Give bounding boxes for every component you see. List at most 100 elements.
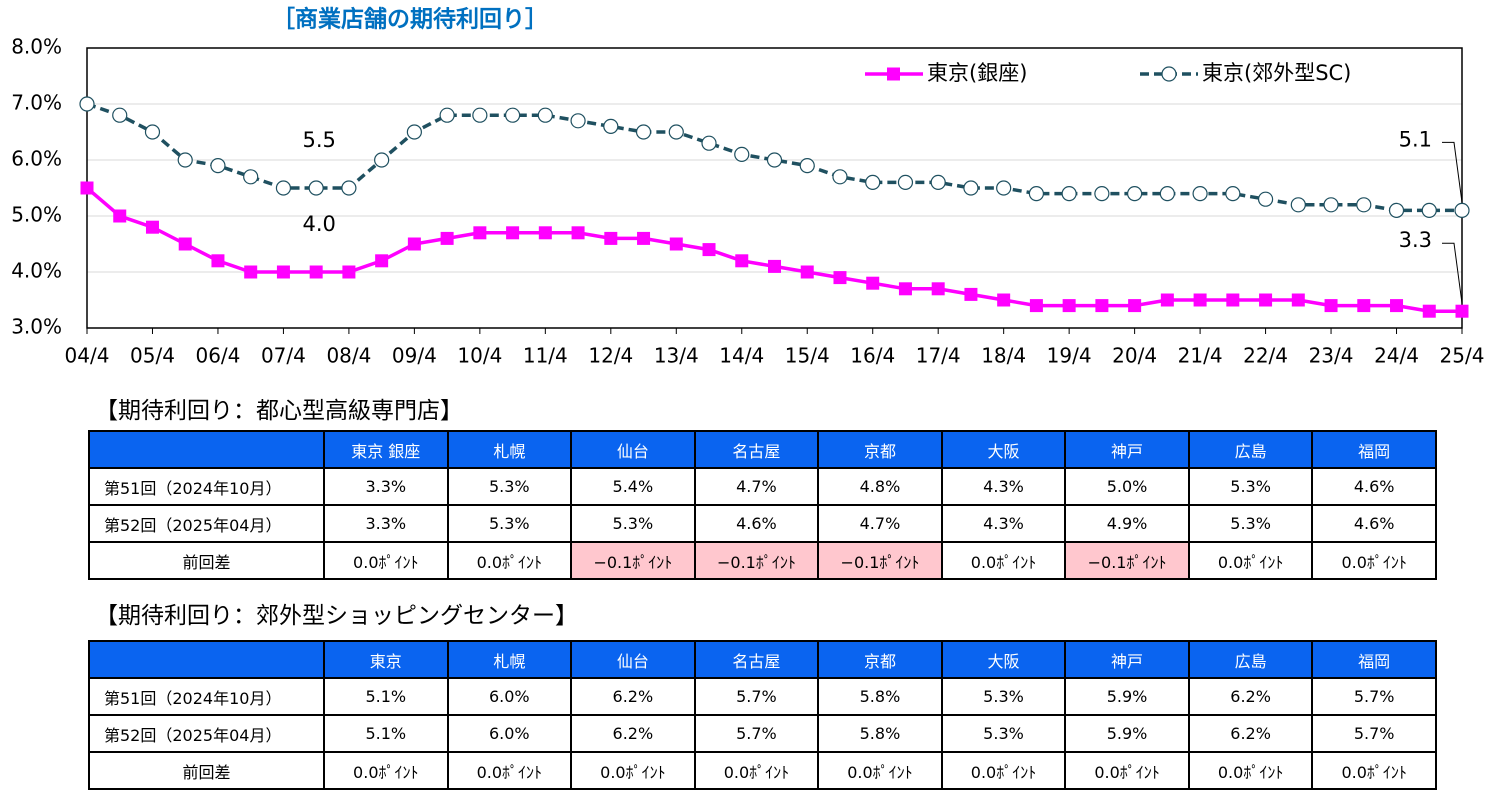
header-row: 東京 札幌 仙台 名古屋 京都 大阪 神戸 広島 福岡 bbox=[88, 640, 1437, 679]
data-table: 東京 札幌 仙台 名古屋 京都 大阪 神戸 広島 福岡 第51回（2024年10月） 5.1% 6.0… bbox=[88, 640, 1437, 790]
marker bbox=[1226, 293, 1240, 307]
x-tick-label: 18/4 bbox=[981, 344, 1026, 368]
series-line bbox=[85, 186, 1462, 313]
table-cell: 5.0% bbox=[1064, 467, 1190, 506]
marker bbox=[275, 180, 292, 196]
header-cell: 広島 bbox=[1187, 430, 1314, 469]
marker bbox=[604, 231, 618, 245]
marker bbox=[406, 124, 422, 140]
header-cell bbox=[88, 640, 325, 679]
y-tick-label: 4.0% bbox=[11, 259, 62, 283]
data-label: 5.1 bbox=[1399, 127, 1432, 151]
marker bbox=[440, 231, 454, 245]
marker bbox=[1324, 299, 1338, 313]
marker bbox=[1127, 186, 1143, 202]
table-cell: 4.7% bbox=[693, 467, 820, 506]
x-tick-label: 23/4 bbox=[1309, 344, 1354, 368]
marker bbox=[865, 174, 881, 190]
table-row: 前回差 0.0ﾎﾟｲﾝﾄ 0.0ﾎﾟｲﾝﾄ −0.1ﾎﾟｲﾝﾄ −0.1ﾎﾟｲﾝﾄ −0.… bbox=[88, 541, 1437, 580]
table-cell: 5.3% bbox=[570, 504, 696, 543]
header-cell: 京都 bbox=[817, 640, 943, 679]
y-tick-label: 6.0% bbox=[11, 147, 62, 171]
y-tick-label: 8.0% bbox=[11, 35, 62, 59]
row-label: 第52回（2025年04月） bbox=[88, 714, 325, 753]
x-tick-label: 11/4 bbox=[523, 344, 568, 368]
marker bbox=[832, 169, 848, 185]
table-cell: 0.0ﾎﾟｲﾝﾄ bbox=[817, 751, 943, 790]
marker bbox=[866, 276, 880, 290]
marker bbox=[1390, 299, 1404, 313]
legend-marker bbox=[1161, 66, 1177, 82]
header-cell: 神戸 bbox=[1064, 640, 1190, 679]
x-tick-label: 17/4 bbox=[916, 344, 961, 368]
header-cell: 広島 bbox=[1187, 640, 1314, 679]
x-tick-label: 20/4 bbox=[1112, 344, 1157, 368]
row-label: 前回差 bbox=[88, 751, 325, 790]
marker bbox=[1062, 299, 1076, 313]
marker bbox=[571, 226, 585, 240]
marker bbox=[898, 282, 912, 296]
marker bbox=[113, 209, 127, 223]
marker bbox=[79, 96, 95, 112]
table-cell: 0.0ﾎﾟｲﾝﾄ bbox=[1187, 751, 1314, 790]
table-cell: 6.2% bbox=[1187, 714, 1314, 753]
marker bbox=[768, 259, 781, 273]
x-tick-label: 07/4 bbox=[261, 344, 306, 368]
marker bbox=[537, 107, 553, 123]
chart: ［商業店舗の期待利回り］ 3.0% 4.0% 5.0% 6.0% 7.0% 8.0% 04/… bbox=[11, 6, 1484, 368]
x-tick-label: 14/4 bbox=[719, 344, 764, 368]
marker bbox=[506, 226, 520, 240]
table-cell: 4.6% bbox=[693, 504, 820, 543]
table-cell: 4.3% bbox=[940, 504, 1067, 543]
marker bbox=[1028, 186, 1045, 202]
table-cell: 5.7% bbox=[1311, 677, 1437, 716]
marker bbox=[1257, 191, 1274, 207]
header-row: 東京 銀座 札幌 仙台 名古屋 京都 大阪 神戸 広島 福岡 bbox=[88, 430, 1437, 469]
marker bbox=[635, 124, 652, 140]
x-tick-label: 08/4 bbox=[326, 344, 371, 368]
marker bbox=[112, 107, 128, 123]
y-tick-label: 7.0% bbox=[11, 91, 62, 115]
table-cell: 4.9% bbox=[1064, 504, 1190, 543]
table-cell: −0.1ﾎﾟｲﾝﾄ bbox=[1064, 541, 1190, 580]
table-title: 【期待利回り：郊外型ショッピングセンター】 bbox=[95, 603, 578, 629]
header-cell: 札幌 bbox=[446, 430, 573, 469]
table-cell: 5.1% bbox=[323, 677, 449, 716]
row-label: 第52回（2025年04月） bbox=[88, 504, 325, 543]
row-label: 第51回（2024年10月） bbox=[88, 677, 325, 716]
table-cell: −0.1ﾎﾟｲﾝﾄ bbox=[817, 541, 943, 580]
marker bbox=[374, 152, 390, 168]
x-tick-label: 06/4 bbox=[195, 344, 240, 368]
header-cell: 京都 bbox=[817, 430, 943, 469]
table-row: 第52回（2025年04月） 3.3% 5.3% 5.3% 4.6% 4.7% 4.3% 4.… bbox=[88, 504, 1437, 543]
header-cell: 福岡 bbox=[1311, 640, 1437, 679]
header-cell bbox=[88, 430, 325, 469]
x-tick-label: 09/4 bbox=[392, 344, 437, 368]
table-cell: 5.3% bbox=[940, 714, 1067, 753]
marker bbox=[1259, 293, 1273, 307]
marker bbox=[1323, 197, 1339, 213]
marker bbox=[375, 254, 389, 268]
table-cell: 0.0ﾎﾟｲﾝﾄ bbox=[1187, 541, 1314, 580]
data-label: 4.0 bbox=[302, 212, 335, 236]
table-cell: 0.0ﾎﾟｲﾝﾄ bbox=[940, 751, 1067, 790]
table-cell: 0.0ﾎﾟｲﾝﾄ bbox=[1311, 751, 1437, 790]
header-cell: 福岡 bbox=[1311, 430, 1437, 469]
table-cell: −0.1ﾎﾟｲﾝﾄ bbox=[570, 541, 696, 580]
marker bbox=[210, 158, 226, 174]
table-cell: 5.7% bbox=[693, 677, 820, 716]
table-cell: 0.0ﾎﾟｲﾝﾄ bbox=[570, 751, 696, 790]
x-tick-label: 13/4 bbox=[654, 344, 699, 368]
table-row: 第51回（2024年10月） 5.1% 6.0% 6.2% 5.7% 5.8% 5.3% 5.… bbox=[88, 677, 1437, 716]
table-cell: 3.3% bbox=[323, 504, 449, 543]
marker bbox=[1160, 293, 1174, 307]
leader-line bbox=[1442, 141, 1463, 203]
legend-label: 東京(銀座) bbox=[927, 61, 1027, 85]
table-cell: 0.0ﾎﾟｲﾝﾄ bbox=[693, 751, 820, 790]
chart-title: ［商業店舗の期待利回り］ bbox=[272, 6, 548, 33]
marker bbox=[930, 174, 946, 190]
table-cell: 0.0ﾎﾟｲﾝﾄ bbox=[323, 751, 449, 790]
table-cell: 0.0ﾎﾟｲﾝﾄ bbox=[940, 541, 1067, 580]
marker bbox=[1061, 186, 1077, 202]
